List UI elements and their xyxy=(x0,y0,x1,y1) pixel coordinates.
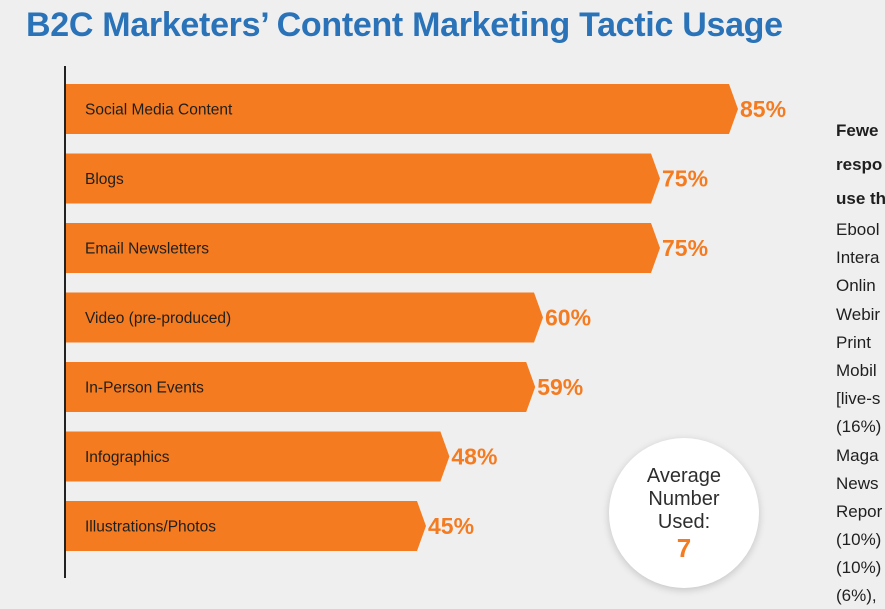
side-note-line: Intera xyxy=(836,248,880,268)
bar xyxy=(66,431,450,482)
bar-value-label: 75% xyxy=(662,235,708,261)
bar xyxy=(66,362,536,412)
bar xyxy=(66,223,660,273)
bar-value-label: 59% xyxy=(537,374,583,400)
side-note-line: Mobil xyxy=(836,360,877,380)
bar-category-label: Email Newsletters xyxy=(85,241,209,258)
side-note-heading-1: Fewe xyxy=(836,121,879,140)
bar-value-label: 60% xyxy=(545,305,591,331)
bar-category-label: Illustrations/Photos xyxy=(85,519,216,536)
bar-value-label: 85% xyxy=(740,96,786,122)
callout-line-1: Average xyxy=(646,464,722,487)
bar xyxy=(66,501,426,551)
bar-value-label: 48% xyxy=(451,444,497,470)
side-note-line: (6%), xyxy=(836,586,877,606)
side-note-line: Print xyxy=(836,332,871,352)
side-note-heading-3: use th xyxy=(836,189,885,208)
bar-category-label: Video (pre-produced) xyxy=(85,310,231,327)
side-note-line: Maga xyxy=(836,445,879,465)
bar-value-label: 45% xyxy=(428,513,474,539)
bar-category-label: In-Person Events xyxy=(85,380,204,397)
bar-value-label: 75% xyxy=(662,166,708,192)
bar xyxy=(66,292,543,343)
side-note: Fewe respo use th Ebool Intera Onlin Web… xyxy=(836,114,885,609)
side-note-line: (10%) xyxy=(836,558,882,578)
side-note-line: Ebool xyxy=(836,220,880,239)
bar xyxy=(66,153,660,204)
callout-line-2: Number xyxy=(648,487,720,510)
average-number-callout: Average Number Used: 7 xyxy=(609,438,759,588)
side-note-line: (10%) xyxy=(836,530,882,550)
callout-value: 7 xyxy=(676,532,692,563)
side-note-heading-2: respo xyxy=(836,155,883,174)
side-note-line: [live-s xyxy=(836,389,881,409)
bar-category-label: Infographics xyxy=(85,449,170,466)
side-note-line: Webir xyxy=(836,304,881,324)
chart-title: B2C Marketers’ Content Marketing Tactic … xyxy=(26,6,783,44)
bar xyxy=(66,84,738,134)
callout-line-3: Used: xyxy=(657,510,711,533)
side-note-line: Onlin xyxy=(836,276,876,296)
side-note-line: (16%) xyxy=(836,417,882,437)
bar-category-label: Social Media Content xyxy=(85,102,233,119)
bar-category-label: Blogs xyxy=(85,171,124,188)
side-note-line: Repor xyxy=(836,501,883,521)
side-note-line: News xyxy=(836,473,879,493)
